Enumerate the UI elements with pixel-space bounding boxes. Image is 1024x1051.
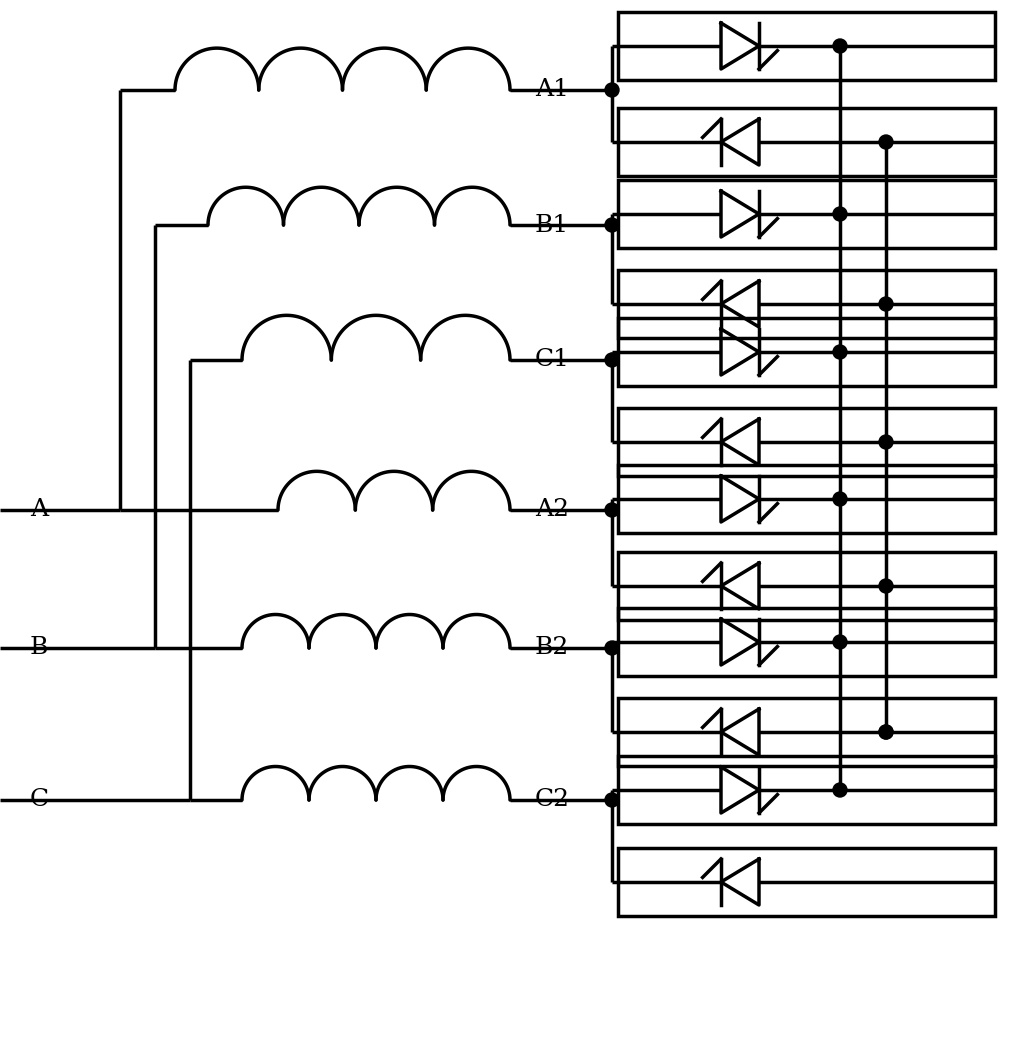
Bar xyxy=(618,12,995,80)
Bar xyxy=(618,408,995,476)
Circle shape xyxy=(879,579,893,593)
Text: C1: C1 xyxy=(535,349,570,371)
Text: A1: A1 xyxy=(535,79,569,102)
Circle shape xyxy=(605,353,618,367)
Circle shape xyxy=(833,207,847,221)
Text: C2: C2 xyxy=(535,788,570,811)
Text: C: C xyxy=(30,788,49,811)
Circle shape xyxy=(833,635,847,650)
Circle shape xyxy=(605,794,618,807)
Circle shape xyxy=(833,345,847,359)
Circle shape xyxy=(833,783,847,797)
Bar xyxy=(618,108,995,176)
Text: A2: A2 xyxy=(535,498,569,521)
Text: A: A xyxy=(30,498,48,521)
Bar xyxy=(618,270,995,338)
Bar xyxy=(618,848,995,916)
Bar xyxy=(618,318,995,386)
Circle shape xyxy=(879,725,893,739)
Circle shape xyxy=(605,83,618,97)
Bar xyxy=(618,180,995,248)
Text: B2: B2 xyxy=(535,637,569,659)
Circle shape xyxy=(605,503,618,517)
Text: B1: B1 xyxy=(535,213,569,236)
Circle shape xyxy=(605,641,618,655)
Circle shape xyxy=(605,218,618,232)
Circle shape xyxy=(879,297,893,311)
Circle shape xyxy=(833,492,847,506)
Circle shape xyxy=(879,725,893,739)
Circle shape xyxy=(879,435,893,449)
Bar xyxy=(618,698,995,766)
Circle shape xyxy=(879,135,893,149)
Bar xyxy=(618,465,995,533)
Bar xyxy=(618,756,995,824)
Bar xyxy=(618,607,995,676)
Text: B: B xyxy=(30,637,48,659)
Bar xyxy=(618,552,995,620)
Circle shape xyxy=(833,39,847,53)
